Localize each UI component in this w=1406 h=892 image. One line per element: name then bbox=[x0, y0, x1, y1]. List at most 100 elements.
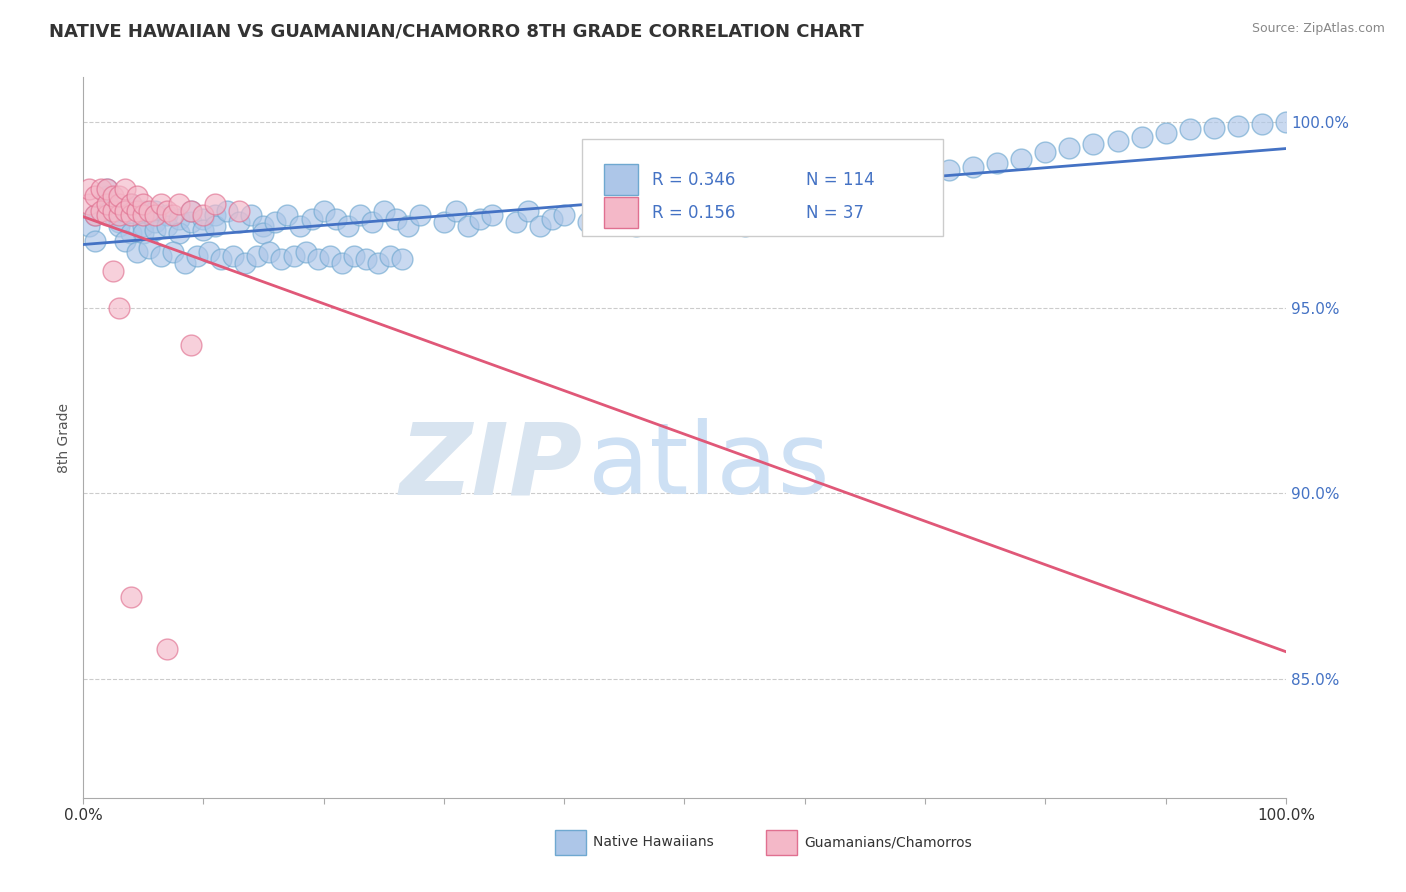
Point bbox=[1178, 122, 1201, 136]
Point bbox=[167, 227, 190, 241]
Point bbox=[252, 219, 274, 233]
Text: N = 37: N = 37 bbox=[806, 203, 863, 221]
Text: Guamanians/Chamorros: Guamanians/Chamorros bbox=[804, 835, 972, 849]
Point bbox=[228, 215, 250, 229]
FancyBboxPatch shape bbox=[582, 138, 943, 236]
Point bbox=[204, 196, 226, 211]
Point bbox=[685, 204, 707, 219]
Point bbox=[553, 208, 575, 222]
Point bbox=[84, 234, 107, 248]
Point bbox=[84, 208, 107, 222]
Point bbox=[1251, 117, 1274, 131]
Point bbox=[962, 160, 984, 174]
Point bbox=[325, 211, 347, 226]
Point bbox=[433, 215, 456, 229]
Point bbox=[132, 227, 155, 241]
Point bbox=[758, 208, 780, 222]
Point bbox=[96, 196, 118, 211]
Point bbox=[204, 219, 226, 233]
Point bbox=[193, 211, 215, 226]
Point bbox=[150, 196, 173, 211]
Point bbox=[132, 219, 155, 233]
Text: atlas: atlas bbox=[588, 418, 830, 515]
Point bbox=[276, 208, 298, 222]
Point bbox=[114, 182, 136, 196]
Point bbox=[817, 196, 839, 211]
Point bbox=[367, 256, 389, 270]
Point bbox=[1035, 145, 1057, 159]
Point bbox=[180, 338, 202, 352]
Point bbox=[108, 189, 131, 203]
Point bbox=[127, 189, 149, 203]
Point bbox=[186, 249, 208, 263]
Point bbox=[938, 163, 960, 178]
Point bbox=[301, 211, 323, 226]
Point bbox=[1107, 134, 1129, 148]
Point bbox=[174, 256, 197, 270]
Point bbox=[108, 219, 131, 233]
Point bbox=[114, 204, 136, 219]
Point bbox=[270, 252, 292, 267]
Point bbox=[517, 204, 540, 219]
Y-axis label: 8th Grade: 8th Grade bbox=[58, 403, 72, 473]
Point bbox=[77, 182, 100, 196]
Point bbox=[96, 189, 118, 203]
Point bbox=[378, 249, 401, 263]
Point bbox=[1059, 141, 1081, 155]
Point bbox=[120, 196, 142, 211]
Text: NATIVE HAWAIIAN VS GUAMANIAN/CHAMORRO 8TH GRADE CORRELATION CHART: NATIVE HAWAIIAN VS GUAMANIAN/CHAMORRO 8T… bbox=[49, 22, 863, 40]
Point bbox=[235, 256, 257, 270]
Point bbox=[228, 204, 250, 219]
Point bbox=[396, 219, 419, 233]
Point bbox=[589, 204, 612, 219]
Point bbox=[84, 208, 107, 222]
Point bbox=[246, 249, 269, 263]
Point bbox=[120, 196, 142, 211]
Point bbox=[576, 215, 599, 229]
Point bbox=[853, 189, 876, 203]
Text: Source: ZipAtlas.com: Source: ZipAtlas.com bbox=[1251, 22, 1385, 36]
Text: ZIP: ZIP bbox=[399, 418, 582, 515]
Point bbox=[1010, 152, 1032, 166]
Point bbox=[108, 196, 131, 211]
Point bbox=[354, 252, 377, 267]
Point bbox=[167, 196, 190, 211]
Point bbox=[108, 208, 131, 222]
Point bbox=[101, 204, 124, 219]
Point bbox=[222, 249, 245, 263]
Point bbox=[132, 208, 155, 222]
Point bbox=[444, 204, 467, 219]
Point bbox=[264, 215, 287, 229]
Point bbox=[143, 204, 166, 219]
Point bbox=[132, 204, 155, 219]
Point bbox=[120, 227, 142, 241]
Point bbox=[96, 204, 118, 219]
Point bbox=[1130, 129, 1153, 144]
Point bbox=[143, 208, 166, 222]
Point bbox=[468, 211, 491, 226]
Point bbox=[769, 215, 792, 229]
Point bbox=[373, 204, 395, 219]
Point bbox=[127, 204, 149, 219]
Point bbox=[793, 204, 815, 219]
Point bbox=[96, 182, 118, 196]
Point bbox=[180, 215, 202, 229]
Point bbox=[914, 167, 936, 181]
Point bbox=[180, 204, 202, 219]
Point bbox=[90, 204, 112, 219]
Point bbox=[108, 215, 131, 229]
Point bbox=[1154, 126, 1177, 140]
Point bbox=[391, 252, 413, 267]
Point bbox=[204, 208, 226, 222]
Text: Native Hawaiians: Native Hawaiians bbox=[593, 835, 714, 849]
Point bbox=[96, 208, 118, 222]
Point bbox=[1226, 119, 1249, 133]
Point bbox=[877, 182, 900, 196]
Point bbox=[259, 245, 281, 260]
Point bbox=[613, 211, 636, 226]
Point bbox=[193, 223, 215, 237]
Point bbox=[505, 215, 527, 229]
Bar bbox=[603, 197, 637, 227]
Point bbox=[198, 245, 221, 260]
Point bbox=[96, 182, 118, 196]
